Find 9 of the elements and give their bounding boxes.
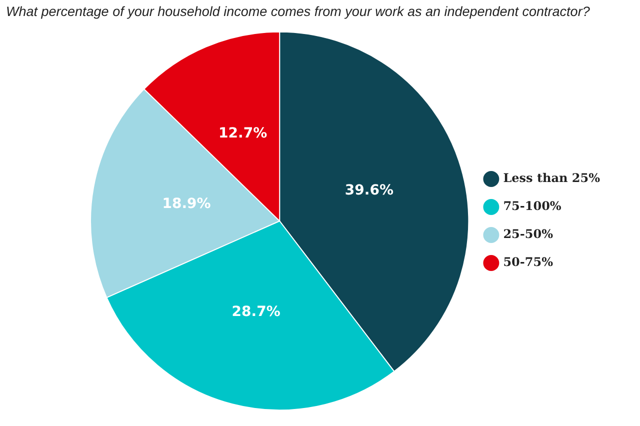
- chart-title: What percentage of your household income comes from your work as an independent contractor?: [6, 4, 590, 19]
- data-label: 12.7%: [218, 126, 268, 142]
- data-label: 39.6%: [344, 182, 394, 198]
- data-label: 28.7%: [232, 304, 280, 320]
- legend-label: 25-50%: [503, 227, 554, 242]
- legend-label: 75-100%: [503, 199, 562, 214]
- data-label: 18.9%: [162, 196, 211, 212]
- legend-label: Less than 25%: [503, 171, 601, 186]
- legend-label: 50-75%: [503, 255, 554, 270]
